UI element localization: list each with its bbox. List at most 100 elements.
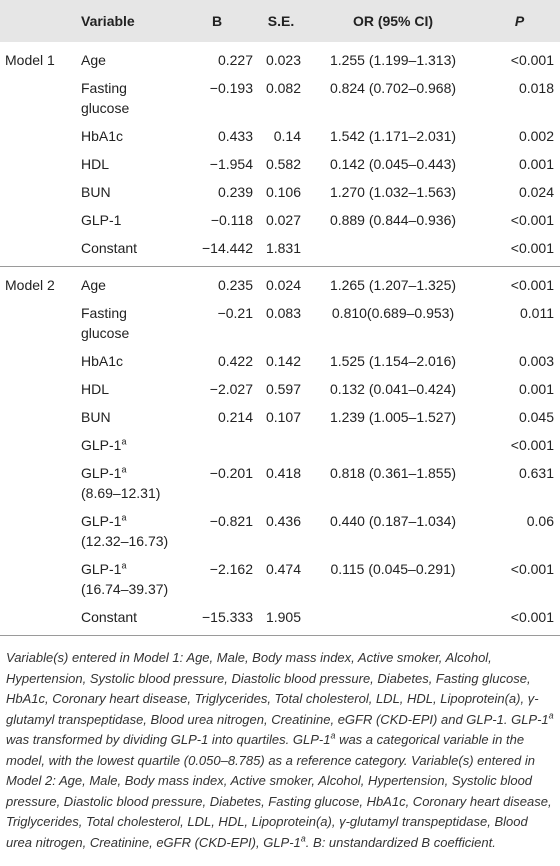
se-cell-text: 0.023 (265, 52, 301, 68)
or-cell: 0.115 (0.045–0.291) (305, 555, 481, 603)
b-cell-text: −0.821 (209, 513, 253, 529)
model-name: Model 2 (5, 277, 55, 293)
model-cell (0, 459, 77, 507)
model-cell (0, 150, 77, 178)
superscript: a (121, 436, 127, 447)
se-cell: 0.436 (257, 507, 305, 555)
model-name: Model 1 (5, 52, 55, 68)
p-cell-text: <0.001 (510, 561, 554, 577)
table-row: HbA1c 0.433 0.14 1.542 (1.171–2.031) 0.002 (0, 122, 560, 150)
or-cell: 1.270 (1.032–1.563) (305, 178, 481, 206)
p-cell: 0.024 (481, 178, 560, 206)
variable-name: Fasting glucose (81, 80, 130, 116)
model-cell (0, 431, 77, 459)
model-cell: Model 1 (0, 42, 77, 74)
or-cell: 0.889 (0.844–0.936) (305, 206, 481, 234)
or-cell-text: 1.239 (1.005–1.527) (329, 409, 457, 425)
footnote-superscript: a (330, 730, 336, 741)
p-cell-text: 0.001 (518, 381, 554, 397)
b-cell: −2.027 (177, 375, 257, 403)
table-row: HbA1c 0.422 0.142 1.525 (1.154–2.016) 0.003 (0, 347, 560, 375)
se-cell: 0.023 (257, 42, 305, 74)
variable-name: HbA1c (81, 128, 124, 144)
model-cell (0, 507, 77, 555)
results-table: Variable B S.E. OR (95% CI) P Model 1 Age… (0, 0, 560, 636)
b-cell: 0.239 (177, 178, 257, 206)
se-cell: 1.831 (257, 234, 305, 267)
table-row: GLP-1a <0.001 (0, 431, 560, 459)
p-cell-text: <0.001 (510, 212, 554, 228)
variable-cell: Age (77, 267, 177, 300)
se-cell-text: 0.436 (265, 513, 301, 529)
se-cell-text: 0.14 (273, 128, 301, 144)
b-cell-text: 0.433 (217, 128, 253, 144)
model-cell (0, 234, 77, 267)
b-cell-text: −1.954 (209, 156, 253, 172)
table-row: GLP-1a (12.32–16.73) −0.821 0.436 0.440 (0.1… (0, 507, 560, 555)
b-cell: −0.201 (177, 459, 257, 507)
model-cell (0, 299, 77, 347)
header-cell: B (177, 0, 257, 42)
b-cell: 0.227 (177, 42, 257, 74)
b-cell-text: −0.201 (209, 465, 253, 481)
variable-cell: GLP-1a (12.32–16.73) (77, 507, 177, 555)
or-cell-text: 1.270 (1.032–1.563) (329, 184, 457, 200)
p-cell-text: 0.011 (520, 305, 554, 321)
footnote-superscript: a (300, 833, 306, 844)
model-cell: Model 2 (0, 267, 77, 300)
b-cell: −14.442 (177, 234, 257, 267)
or-cell (305, 431, 481, 459)
model-cell (0, 122, 77, 150)
b-cell: −15.333 (177, 603, 257, 636)
p-cell: 0.06 (481, 507, 560, 555)
header-cell: P (481, 0, 560, 42)
or-cell (305, 234, 481, 267)
se-cell-text: 0.107 (265, 409, 301, 425)
b-cell: 0.433 (177, 122, 257, 150)
variable-name: BUN (81, 409, 111, 425)
se-cell: 0.106 (257, 178, 305, 206)
p-cell-text: 0.06 (526, 513, 554, 529)
model-cell (0, 555, 77, 603)
variable-name: Age (81, 277, 106, 293)
or-cell-text: 1.542 (1.171–2.031) (329, 128, 457, 144)
table-row: BUN 0.214 0.107 1.239 (1.005–1.527) 0.045 (0, 403, 560, 431)
model-cell (0, 206, 77, 234)
p-cell: <0.001 (481, 431, 560, 459)
or-cell (305, 603, 481, 636)
p-cell-text: 0.024 (518, 184, 554, 200)
b-cell: 0.214 (177, 403, 257, 431)
b-cell-text: −14.442 (202, 240, 253, 256)
p-cell: <0.001 (481, 234, 560, 267)
or-cell: 0.132 (0.041–0.424) (305, 375, 481, 403)
p-cell-text: <0.001 (510, 240, 554, 256)
p-cell-text: <0.001 (510, 52, 554, 68)
model-cell (0, 178, 77, 206)
se-cell: 0.582 (257, 150, 305, 178)
header-cell (0, 0, 77, 42)
variable-name: GLP-1 (81, 212, 122, 228)
p-cell-text: 0.018 (518, 80, 554, 96)
variable-name: HDL (81, 156, 110, 172)
se-cell: 0.418 (257, 459, 305, 507)
table-row: BUN 0.239 0.106 1.270 (1.032–1.563) 0.024 (0, 178, 560, 206)
b-cell-text: −2.027 (209, 381, 253, 397)
se-cell-text: 1.831 (265, 240, 301, 256)
header-cell: OR (95% CI) (305, 0, 481, 42)
variable-cell: Fasting glucose (77, 299, 177, 347)
p-cell-text: <0.001 (510, 437, 554, 453)
variable-name: HbA1c (81, 353, 124, 369)
footnote-text: was transformed by dividing GLP-1 into q… (6, 732, 331, 747)
or-cell: 0.142 (0.045–0.443) (305, 150, 481, 178)
p-cell-text: <0.001 (510, 277, 554, 293)
b-cell: −1.954 (177, 150, 257, 178)
header-cell: Variable (77, 0, 177, 42)
or-cell-text: 0.132 (0.041–0.424) (329, 381, 457, 397)
b-cell: −0.118 (177, 206, 257, 234)
model-cell (0, 74, 77, 122)
table-row: Fasting glucose −0.21 0.083 0.810(0.689–0.9… (0, 299, 560, 347)
variable-name: BUN (81, 184, 111, 200)
p-cell-text: 0.631 (518, 465, 554, 481)
